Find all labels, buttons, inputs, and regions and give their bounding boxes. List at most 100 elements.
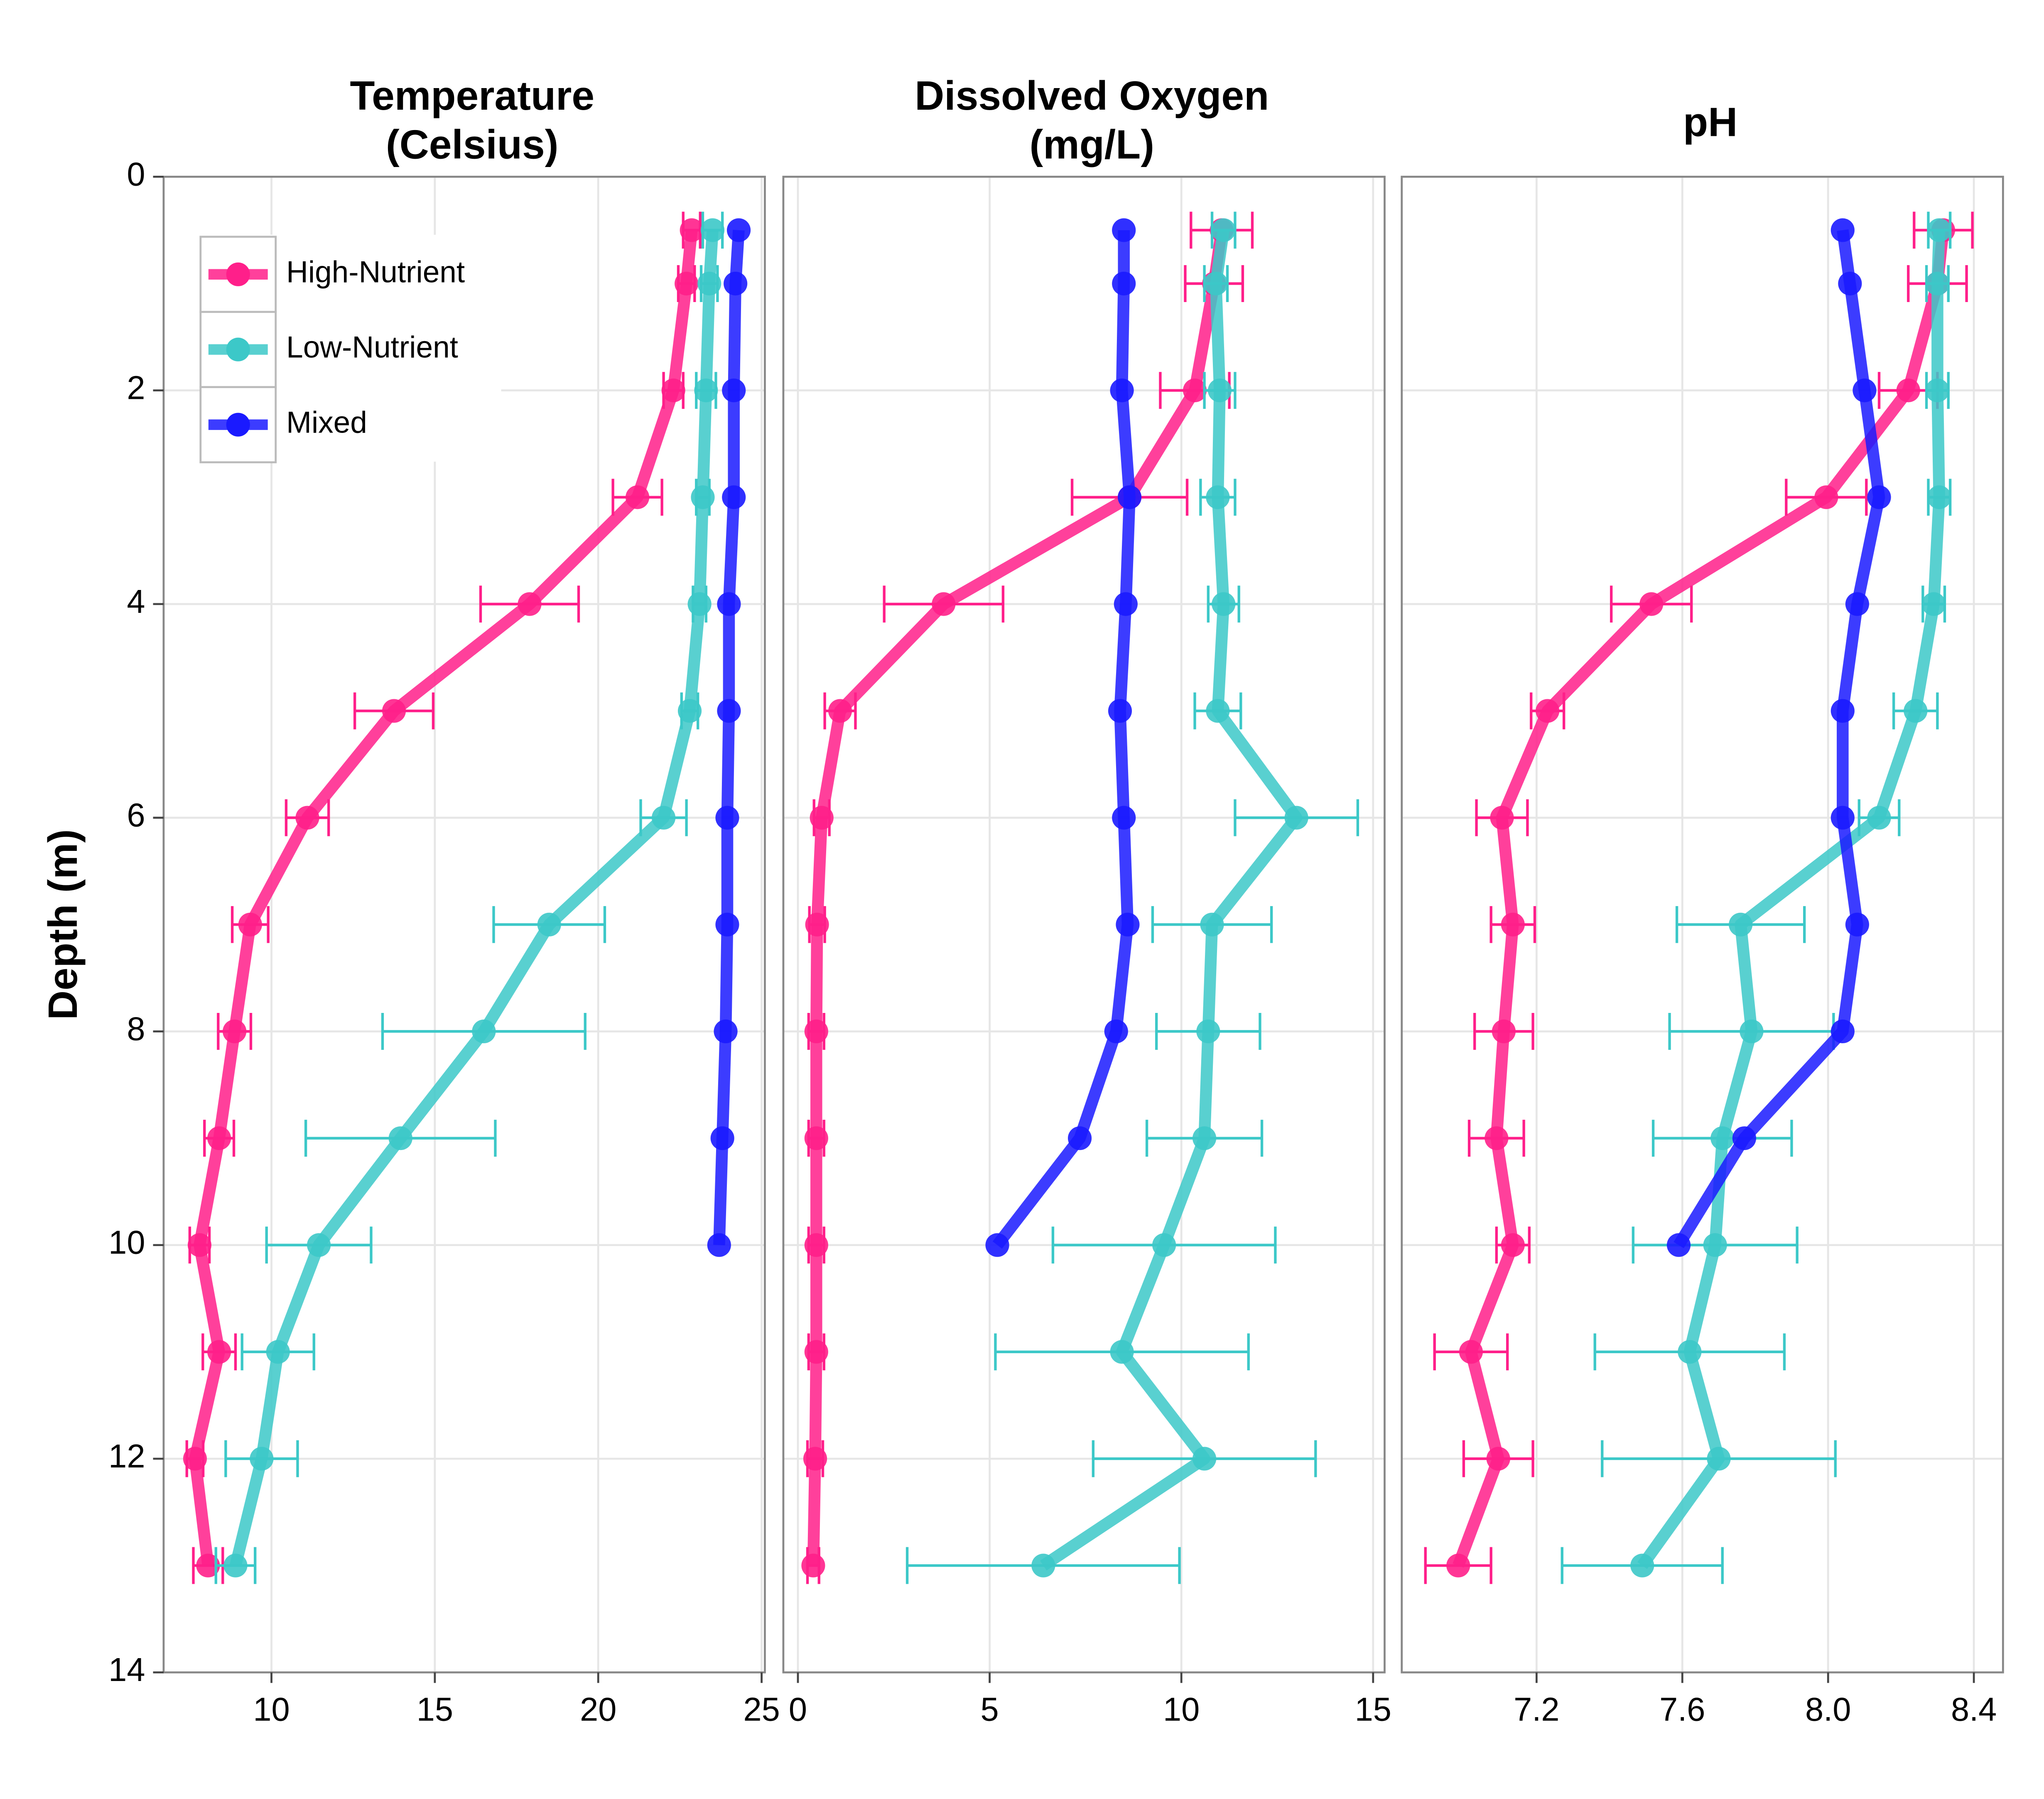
- data-point: [710, 1126, 734, 1150]
- data-point: [724, 271, 748, 296]
- x-tick-label: 7.6: [1659, 1691, 1705, 1728]
- panel-title: (mg/L): [1029, 122, 1154, 167]
- data-point: [1492, 1019, 1516, 1044]
- data-point: [1703, 1233, 1727, 1257]
- data-point: [1853, 378, 1877, 403]
- data-point: [1200, 912, 1224, 936]
- data-point: [196, 1553, 220, 1578]
- data-point: [1193, 1126, 1217, 1150]
- data-point: [715, 912, 739, 936]
- data-point: [1486, 1447, 1510, 1471]
- data-point: [1446, 1553, 1470, 1578]
- data-point: [1112, 218, 1136, 242]
- data-point: [295, 806, 319, 830]
- data-point: [1630, 1553, 1654, 1578]
- panel-border: [162, 176, 766, 1674]
- panel: [783, 177, 1385, 1673]
- data-point: [187, 1233, 212, 1257]
- series-line: [230, 230, 719, 1567]
- data-point: [207, 1126, 231, 1150]
- data-point: [803, 1447, 827, 1471]
- data-point: [1896, 378, 1920, 403]
- data-point: [1814, 485, 1838, 509]
- data-point: [810, 806, 834, 830]
- x-tick-label: 20: [580, 1691, 616, 1728]
- data-point: [1831, 699, 1855, 723]
- y-axis-label: Depth (m): [40, 829, 86, 1020]
- data-point: [1196, 1019, 1220, 1044]
- data-point: [1867, 485, 1891, 509]
- data-point: [1193, 1447, 1217, 1471]
- data-point: [701, 218, 725, 242]
- legend-swatch: [226, 413, 250, 437]
- data-point: [1490, 806, 1514, 830]
- data-point: [207, 1340, 231, 1364]
- y-tick-label: 2: [127, 369, 145, 406]
- data-point: [1110, 378, 1134, 403]
- data-point: [1117, 485, 1142, 509]
- data-point: [801, 1553, 825, 1578]
- y-tick-label: 14: [108, 1651, 145, 1688]
- data-point: [1831, 218, 1855, 242]
- series-line: [1453, 229, 1949, 1568]
- data-point: [537, 912, 561, 936]
- data-point: [1501, 912, 1525, 936]
- x-tick-label: 15: [417, 1691, 453, 1728]
- series-line: [189, 229, 698, 1566]
- data-point: [1927, 485, 1951, 509]
- data-point: [1031, 1553, 1055, 1578]
- data-point: [1501, 1233, 1525, 1257]
- legend-label: Low-Nutrient: [286, 331, 458, 364]
- data-point: [687, 592, 712, 616]
- data-point: [1212, 592, 1236, 616]
- data-point: [691, 485, 715, 509]
- data-point: [652, 806, 676, 830]
- data-point: [1678, 1340, 1702, 1364]
- data-point: [1904, 699, 1928, 723]
- data-point: [1112, 271, 1136, 296]
- legend-swatch: [226, 337, 250, 361]
- data-point: [1707, 1447, 1731, 1471]
- data-point: [985, 1233, 1009, 1257]
- data-point: [1116, 912, 1140, 936]
- data-point: [472, 1019, 496, 1044]
- data-point: [722, 485, 746, 509]
- data-point: [932, 592, 956, 616]
- data-point: [1845, 592, 1869, 616]
- data-point: [726, 218, 751, 242]
- data-point: [680, 218, 704, 242]
- data-point: [717, 592, 741, 616]
- data-point: [1108, 699, 1132, 723]
- data-point: [1639, 592, 1664, 616]
- x-tick-label: 0: [789, 1691, 807, 1728]
- data-point: [266, 1340, 290, 1364]
- data-point: [250, 1447, 274, 1471]
- x-tick-label: 15: [1355, 1691, 1391, 1728]
- data-point: [677, 699, 702, 723]
- data-point: [1459, 1340, 1483, 1364]
- panel-border: [782, 176, 1386, 1674]
- data-point: [1845, 912, 1869, 936]
- data-point: [183, 1447, 207, 1471]
- data-point: [697, 271, 721, 296]
- data-point: [1206, 485, 1230, 509]
- legend-label: Mixed: [286, 406, 367, 439]
- data-point: [1867, 806, 1891, 830]
- data-point: [1925, 271, 1949, 296]
- data-point: [238, 912, 262, 936]
- data-point: [694, 378, 718, 403]
- data-point: [714, 1019, 738, 1044]
- series-line: [807, 229, 1228, 1566]
- data-point: [1104, 1019, 1128, 1044]
- data-point: [223, 1019, 247, 1044]
- data-point: [1925, 378, 1949, 403]
- data-point: [804, 1126, 828, 1150]
- data-point: [828, 699, 852, 723]
- panel-title: Dissolved Oxygen: [915, 73, 1269, 118]
- data-point: [388, 1126, 412, 1150]
- data-point: [707, 1233, 731, 1257]
- data-point: [223, 1553, 248, 1578]
- data-point: [675, 271, 699, 296]
- y-tick-label: 10: [108, 1224, 145, 1261]
- data-point: [661, 378, 685, 403]
